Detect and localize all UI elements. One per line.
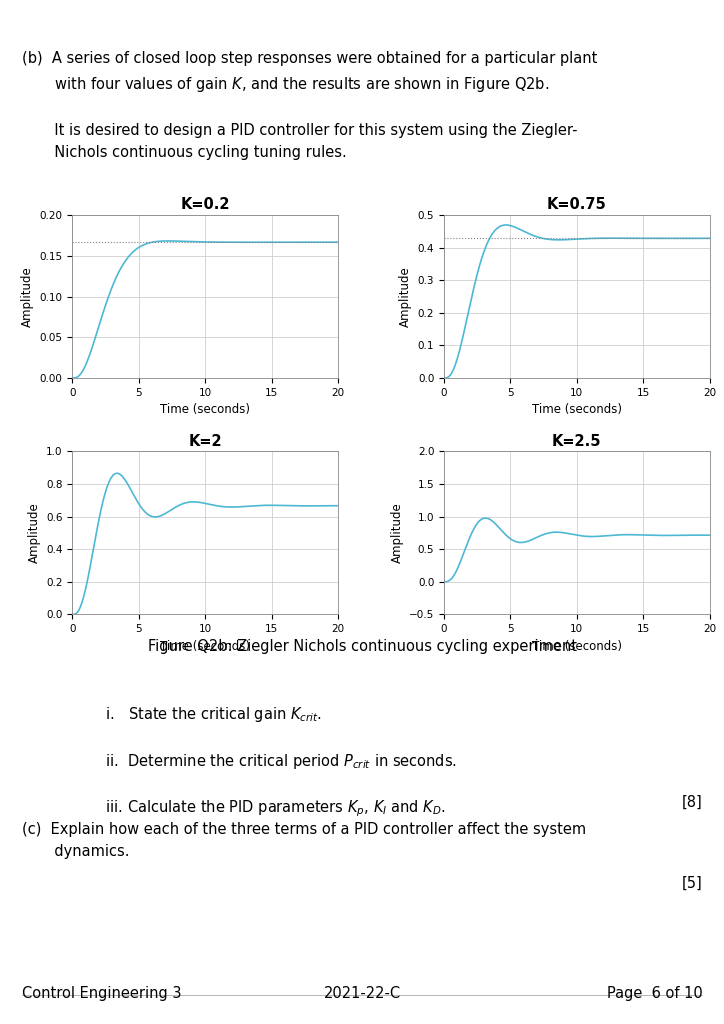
- Y-axis label: Amplitude: Amplitude: [28, 503, 41, 563]
- Text: [5]: [5]: [681, 877, 702, 891]
- Text: Control Engineering 3: Control Engineering 3: [22, 986, 181, 1000]
- X-axis label: Time (seconds): Time (seconds): [160, 403, 250, 417]
- Title: K=0.75: K=0.75: [547, 198, 607, 213]
- Y-axis label: Amplitude: Amplitude: [21, 266, 34, 327]
- Title: K=2: K=2: [188, 434, 222, 449]
- Y-axis label: Amplitude: Amplitude: [399, 266, 412, 327]
- Text: (c)  Explain how each of the three terms of a PID controller affect the system
 : (c) Explain how each of the three terms …: [22, 821, 586, 859]
- Text: i.   State the critical gain $K_{crit}$.

    ii.  Determine the critical period: i. State the critical gain $K_{crit}$. i…: [87, 705, 457, 819]
- Text: 2021-22-C: 2021-22-C: [324, 986, 400, 1000]
- Text: [8]: [8]: [681, 795, 702, 809]
- Text: Page  6 of 10: Page 6 of 10: [607, 986, 702, 1000]
- Text: (b)  A series of closed loop step responses were obtained for a particular plant: (b) A series of closed loop step respons…: [22, 51, 597, 160]
- Text: Figure Q2b: Ziegler Nichols continuous cycling experiment: Figure Q2b: Ziegler Nichols continuous c…: [148, 639, 576, 653]
- Y-axis label: Amplitude: Amplitude: [390, 503, 403, 563]
- Title: K=0.2: K=0.2: [180, 198, 230, 213]
- X-axis label: Time (seconds): Time (seconds): [532, 403, 622, 417]
- X-axis label: Time (seconds): Time (seconds): [532, 640, 622, 652]
- X-axis label: Time (seconds): Time (seconds): [160, 640, 250, 652]
- Title: K=2.5: K=2.5: [552, 434, 602, 449]
